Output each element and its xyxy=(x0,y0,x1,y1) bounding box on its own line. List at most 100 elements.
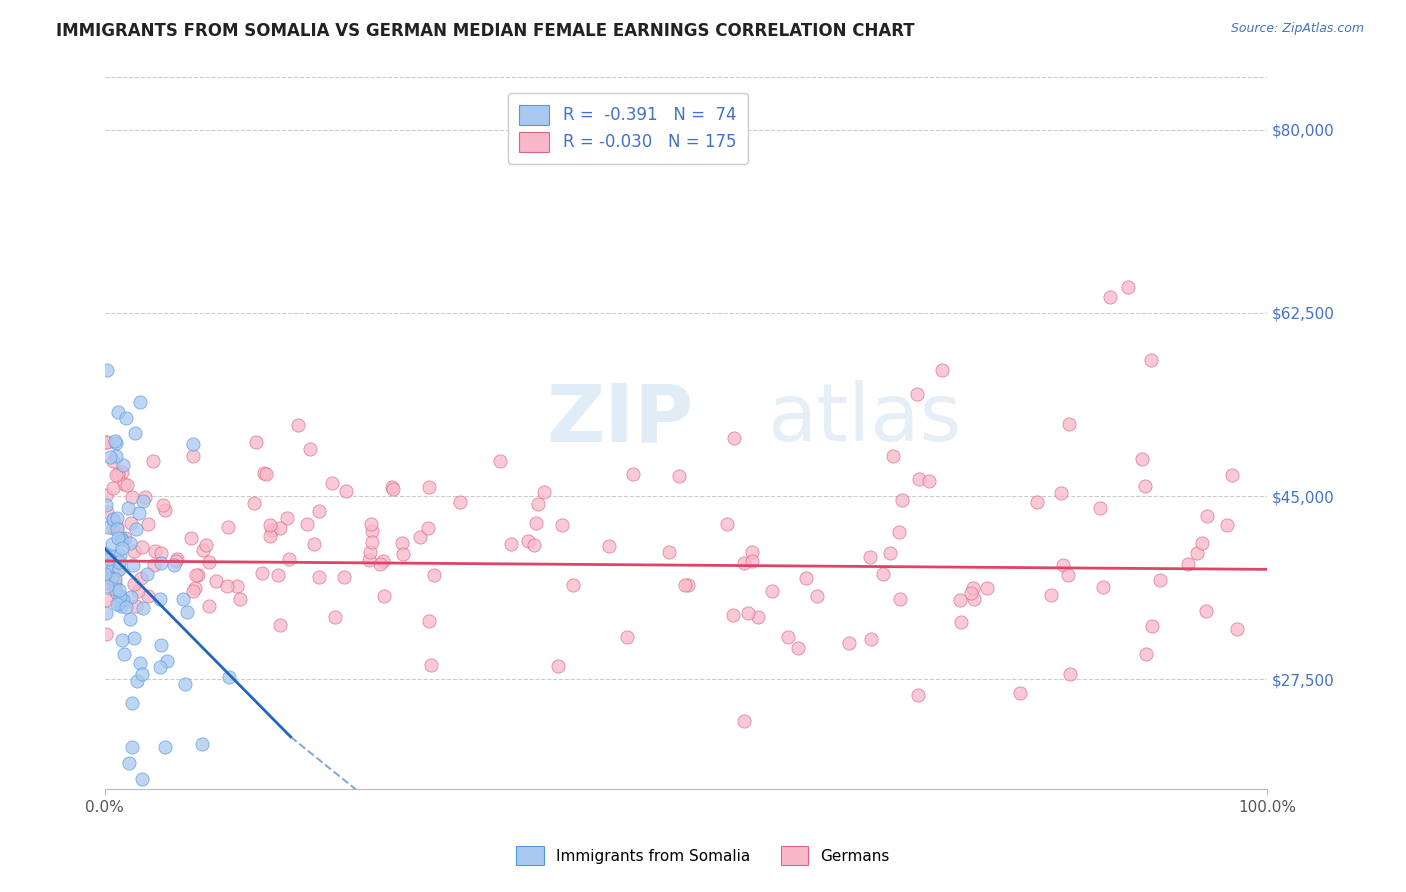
Point xyxy=(673,578,696,592)
Point xyxy=(131,494,153,508)
Point xyxy=(276,510,298,524)
Point xyxy=(197,555,219,569)
Point xyxy=(418,480,440,494)
Point xyxy=(150,638,173,652)
Point xyxy=(359,553,381,567)
Point xyxy=(737,607,759,621)
Point xyxy=(124,543,146,558)
Point xyxy=(422,568,444,582)
Text: ZIP: ZIP xyxy=(547,380,693,458)
Point xyxy=(104,576,127,591)
Point xyxy=(217,520,239,534)
Point xyxy=(108,583,131,598)
Point xyxy=(533,485,555,500)
Point xyxy=(149,592,172,607)
Point xyxy=(98,450,121,464)
Point xyxy=(149,660,172,674)
Point xyxy=(269,521,291,535)
Point xyxy=(125,599,148,614)
Point xyxy=(1149,573,1171,587)
Point xyxy=(115,600,138,615)
Point xyxy=(114,647,136,661)
Point xyxy=(420,657,443,672)
Point xyxy=(918,474,941,488)
Point xyxy=(562,578,585,592)
Point xyxy=(111,633,134,648)
Point xyxy=(872,567,894,582)
Point xyxy=(879,546,901,560)
Point xyxy=(332,569,354,583)
Point xyxy=(266,568,288,582)
Point xyxy=(110,599,132,613)
Legend: Immigrants from Somalia, Germans: Immigrants from Somalia, Germans xyxy=(510,840,896,871)
Point xyxy=(143,544,166,558)
Point xyxy=(156,655,179,669)
Point xyxy=(416,521,439,535)
Point xyxy=(499,537,522,551)
Point xyxy=(152,499,174,513)
Point xyxy=(112,477,135,491)
Point xyxy=(94,566,117,581)
Point xyxy=(96,363,118,377)
Point xyxy=(259,529,281,543)
Point xyxy=(887,525,910,540)
Point xyxy=(524,516,547,530)
Point xyxy=(143,558,166,572)
Point xyxy=(907,688,929,702)
Point xyxy=(1220,468,1243,483)
Point xyxy=(776,630,799,644)
Point xyxy=(1057,568,1080,582)
Point xyxy=(838,636,860,650)
Point xyxy=(112,593,135,607)
Point xyxy=(304,537,326,551)
Point xyxy=(120,536,142,550)
Point xyxy=(890,493,912,508)
Point xyxy=(1191,536,1213,550)
Point xyxy=(218,669,240,683)
Point xyxy=(950,615,973,630)
Point xyxy=(131,540,153,554)
Text: atlas: atlas xyxy=(768,380,962,458)
Point xyxy=(94,592,117,607)
Point xyxy=(1050,486,1073,500)
Point xyxy=(96,435,118,450)
Point xyxy=(129,571,152,585)
Point xyxy=(111,458,134,472)
Point xyxy=(110,531,132,545)
Point xyxy=(103,520,125,534)
Point xyxy=(104,585,127,599)
Point xyxy=(335,484,357,499)
Point xyxy=(287,417,309,432)
Point xyxy=(449,494,471,508)
Point xyxy=(98,549,121,563)
Point xyxy=(125,674,148,689)
Point xyxy=(382,482,405,496)
Point xyxy=(101,571,124,585)
Point xyxy=(962,581,984,595)
Point xyxy=(360,516,382,531)
Point xyxy=(321,476,343,491)
Point xyxy=(252,467,274,481)
Point xyxy=(111,541,134,555)
Point xyxy=(516,533,538,548)
Point xyxy=(110,548,132,562)
Point xyxy=(297,516,319,531)
Point xyxy=(668,469,690,483)
Point xyxy=(860,632,883,646)
Point xyxy=(254,467,277,482)
Point xyxy=(741,554,763,568)
Point xyxy=(373,589,395,603)
Point xyxy=(976,581,998,595)
Point xyxy=(1216,518,1239,533)
Point xyxy=(882,449,904,463)
Point xyxy=(733,556,755,570)
Point xyxy=(360,524,382,539)
Point xyxy=(149,556,172,570)
Text: IMMIGRANTS FROM SOMALIA VS GERMAN MEDIAN FEMALE EARNINGS CORRELATION CHART: IMMIGRANTS FROM SOMALIA VS GERMAN MEDIAN… xyxy=(56,22,915,40)
Point xyxy=(806,589,828,603)
Point xyxy=(1057,417,1080,431)
Point xyxy=(187,567,209,582)
Point xyxy=(191,738,214,752)
Point xyxy=(1195,604,1218,618)
Point xyxy=(1195,508,1218,523)
